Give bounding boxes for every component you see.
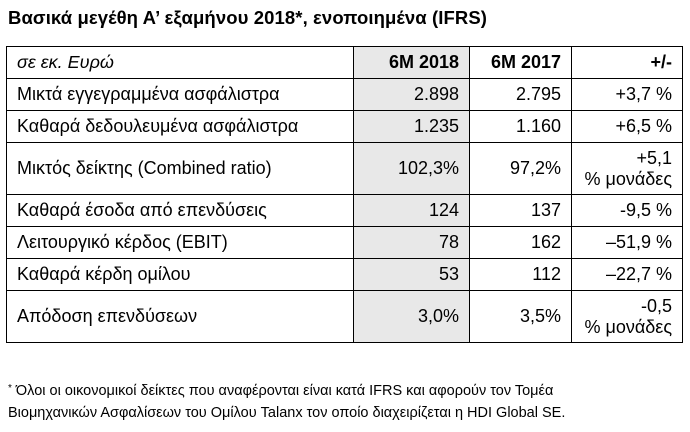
row-label: Μικτός δείκτης (Combined ratio) <box>6 142 354 195</box>
value-change: +5,1 % μονάδες <box>571 142 683 195</box>
row-label: Απόδοση επενδύσεων <box>6 290 354 343</box>
change-line1: -9,5 % <box>619 200 672 220</box>
table-row: Λειτουργικό κέρδος (EBIT) 78 162 –51,9 % <box>6 226 683 259</box>
page-title: Βασικά μεγέθη Α’ εξαμήνου 2018*, ενοποιη… <box>8 7 488 28</box>
value-6m-2018: 2.898 <box>353 78 470 111</box>
value-6m-2018: 3,0% <box>353 290 470 343</box>
value-6m-2017: 1.160 <box>469 110 572 143</box>
row-label: Καθαρά έσοδα από επενδύσεις <box>6 194 354 227</box>
table-row: Μικτά εγγεγραμμένα ασφάλιστρα 2.898 2.79… <box>6 78 683 111</box>
change-line1: -0,5 <box>640 295 672 316</box>
row-label: Καθαρά δεδουλευμένα ασφάλιστρα <box>6 110 354 143</box>
table-row: Καθαρά κέρδη ομίλου 53 112 –22,7 % <box>6 258 683 291</box>
value-6m-2018: 78 <box>353 226 470 259</box>
value-change: -0,5 % μονάδες <box>571 290 683 343</box>
value-6m-2018: 1.235 <box>353 110 470 143</box>
change-line1: +3,7 % <box>615 84 672 104</box>
financials-table: σε εκ. Ευρώ 6M 2018 6M 2017 +/- Μικτά εγ… <box>6 46 683 343</box>
header-change: +/- <box>571 46 683 79</box>
header-unit-label: σε εκ. Ευρώ <box>6 46 354 79</box>
value-6m-2017: 162 <box>469 226 572 259</box>
footnote-line2: Βιομηχανικών Ασφαλίσεων του Ομίλου Talan… <box>8 405 566 421</box>
footnote-marker: * <box>8 383 12 394</box>
value-6m-2017: 112 <box>469 258 572 291</box>
change-line2: % μονάδες <box>584 168 672 189</box>
value-6m-2018: 53 <box>353 258 470 291</box>
row-label: Καθαρά κέρδη ομίλου <box>6 258 354 291</box>
change-line1: –22,7 % <box>605 264 672 284</box>
table-row: Καθαρά έσοδα από επενδύσεις 124 137 -9,5… <box>6 194 683 227</box>
table-row: Καθαρά δεδουλευμένα ασφάλιστρα 1.235 1.1… <box>6 110 683 143</box>
value-6m-2017: 3,5% <box>469 290 572 343</box>
change-line1: +5,1 <box>636 147 672 168</box>
value-6m-2018: 102,3% <box>353 142 470 195</box>
value-change: –51,9 % <box>571 226 683 259</box>
value-6m-2017: 97,2% <box>469 142 572 195</box>
value-change: -9,5 % <box>571 194 683 227</box>
header-6m-2017: 6M 2017 <box>469 46 572 79</box>
value-6m-2017: 137 <box>469 194 572 227</box>
value-change: +3,7 % <box>571 78 683 111</box>
value-change: –22,7 % <box>571 258 683 291</box>
header-6m-2018: 6M 2018 <box>353 46 470 79</box>
change-line1: +6,5 % <box>615 116 672 136</box>
table-row: Απόδοση επενδύσεων 3,0% 3,5% -0,5 % μονά… <box>6 290 683 343</box>
change-line1: –51,9 % <box>605 232 672 252</box>
value-6m-2018: 124 <box>353 194 470 227</box>
footnote-line1: Όλοι οι οικονομικοί δείκτες που αναφέρον… <box>11 383 554 399</box>
table-header-row: σε εκ. Ευρώ 6M 2018 6M 2017 +/- <box>6 46 683 79</box>
table-row: Μικτός δείκτης (Combined ratio) 102,3% 9… <box>6 142 683 195</box>
value-change: +6,5 % <box>571 110 683 143</box>
row-label: Λειτουργικό κέρδος (EBIT) <box>6 226 354 259</box>
change-line2: % μονάδες <box>584 316 672 337</box>
row-label: Μικτά εγγεγραμμένα ασφάλιστρα <box>6 78 354 111</box>
value-6m-2017: 2.795 <box>469 78 572 111</box>
footnote: * Όλοι οι οικονομικοί δείκτες που αναφέρ… <box>8 380 680 424</box>
